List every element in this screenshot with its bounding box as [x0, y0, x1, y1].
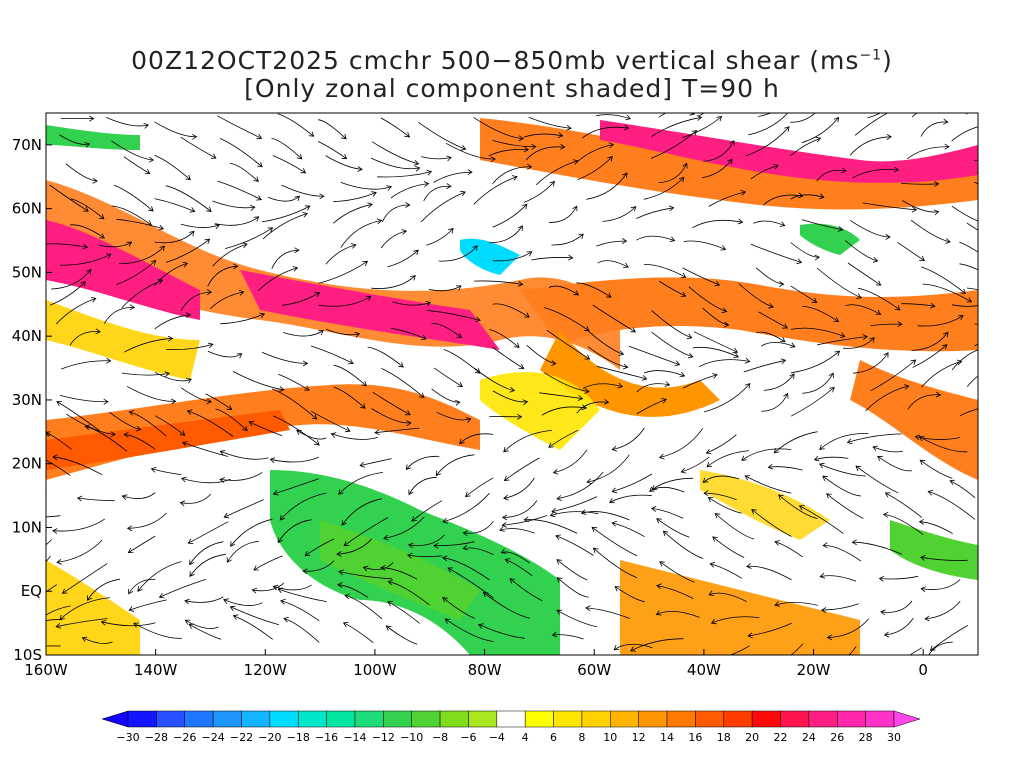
- x-tick-label: 160W: [24, 661, 68, 679]
- chart-title-line1: 00Z12OCT2025 cmchr 500−850mb vertical sh…: [131, 46, 893, 75]
- colorbar-label: −16: [315, 731, 338, 744]
- colorbar-label: 22: [774, 731, 788, 744]
- colorbar-swatch: [723, 710, 753, 728]
- colorbar-swatch: [411, 710, 441, 728]
- colorbar-swatch: [780, 710, 810, 728]
- colorbar-swatch: [638, 710, 668, 728]
- colorbar-min-arrow: [101, 710, 129, 728]
- colorbar-swatch: [837, 710, 866, 728]
- y-tick-label: EQ: [21, 582, 42, 600]
- colorbar-label: 28: [859, 731, 873, 744]
- x-tick-label: 0: [918, 661, 928, 679]
- colorbar-swatch: [354, 710, 384, 728]
- colorbar-label: 4: [522, 731, 529, 744]
- colorbar-swatch: [127, 710, 157, 728]
- streamline-layer: [46, 113, 978, 655]
- x-axis: 160W 140W 120W 100W 80W 60W 40W 20W 0: [24, 649, 928, 679]
- colorbar-label: −12: [372, 731, 395, 744]
- colorbar-swatch: [184, 710, 214, 728]
- colorbar-swatch: [751, 710, 781, 728]
- colorbar-label: −26: [173, 731, 196, 744]
- colorbar-label: 30: [887, 731, 901, 744]
- colorbar-label: −4: [489, 731, 505, 744]
- colorbar-swatch: [524, 710, 554, 728]
- colorbar-swatch: [808, 710, 838, 728]
- shading-layer: [46, 118, 978, 655]
- y-tick-label: 60N: [12, 200, 42, 218]
- colorbar-label: −28: [145, 731, 168, 744]
- colorbar-label: −18: [287, 731, 310, 744]
- colorbar-label: 20: [745, 731, 759, 744]
- colorbar-swatch: [439, 710, 469, 728]
- colorbar-swatch: [156, 710, 185, 728]
- colorbar-swatch: [383, 710, 412, 728]
- colorbar-label: 10: [603, 731, 617, 744]
- x-tick-label: 20W: [797, 661, 831, 679]
- colorbar-label: −14: [343, 731, 366, 744]
- y-tick-label: 40N: [12, 327, 42, 345]
- colorbar-label: −8: [432, 731, 448, 744]
- colorbar-label: −20: [258, 731, 281, 744]
- colorbar-label: −22: [230, 731, 253, 744]
- map-frame: [45, 112, 979, 656]
- colorbar-label: 14: [660, 731, 674, 744]
- colorbar-swatch: [241, 710, 271, 728]
- y-tick-label: 30N: [12, 391, 42, 409]
- colorbar-swatch: [212, 710, 242, 728]
- colorbar-swatch: [297, 710, 327, 728]
- colorbar-label: 16: [688, 731, 702, 744]
- chart-title-line2: [Only zonal component shaded] T=90 h: [244, 74, 780, 103]
- colorbar-swatch: [496, 710, 526, 728]
- colorbar-max-arrow: [893, 710, 921, 728]
- colorbar-label: −24: [202, 731, 225, 744]
- colorbar-label: 26: [830, 731, 844, 744]
- y-tick-label: 20N: [12, 455, 42, 473]
- colorbar-label: −10: [400, 731, 423, 744]
- y-tick-label: 50N: [12, 263, 42, 281]
- colorbar-swatch: [865, 710, 895, 728]
- y-tick-label: 10N: [12, 518, 42, 536]
- colorbar-swatch: [610, 710, 639, 728]
- colorbar-label: 24: [802, 731, 816, 744]
- colorbar-swatch: [695, 710, 725, 728]
- y-tick-label: 70N: [12, 136, 42, 154]
- y-axis: 70N 60N 50N 40N 30N 20N 10N EQ 10S: [12, 136, 52, 664]
- colorbar-label: −6: [460, 731, 476, 744]
- colorbar-label: 18: [717, 731, 731, 744]
- colorbar-label: 8: [578, 731, 585, 744]
- x-tick-label: 80W: [468, 661, 502, 679]
- colorbar-swatch: [553, 710, 583, 728]
- y-tick-label: 10S: [13, 646, 42, 664]
- colorbar-swatch: [666, 710, 696, 728]
- x-tick-label: 100W: [353, 661, 397, 679]
- x-tick-label: 60W: [577, 661, 611, 679]
- x-tick-label: 120W: [244, 661, 288, 679]
- colorbar-swatch: [326, 710, 356, 728]
- colorbar-label: 12: [632, 731, 646, 744]
- colorbar-swatch: [468, 710, 498, 728]
- colorbar-label: −30: [116, 731, 139, 744]
- colorbar-swatch: [269, 710, 299, 728]
- colorbar-label: 6: [550, 731, 557, 744]
- colorbar: −30 −28 −26 −24 −22 −20 −18 −16 −14 −12 −10 −8 −6 −4 4…: [101, 710, 921, 744]
- x-tick-label: 140W: [134, 661, 178, 679]
- x-tick-label: 40W: [687, 661, 721, 679]
- colorbar-swatch: [581, 710, 611, 728]
